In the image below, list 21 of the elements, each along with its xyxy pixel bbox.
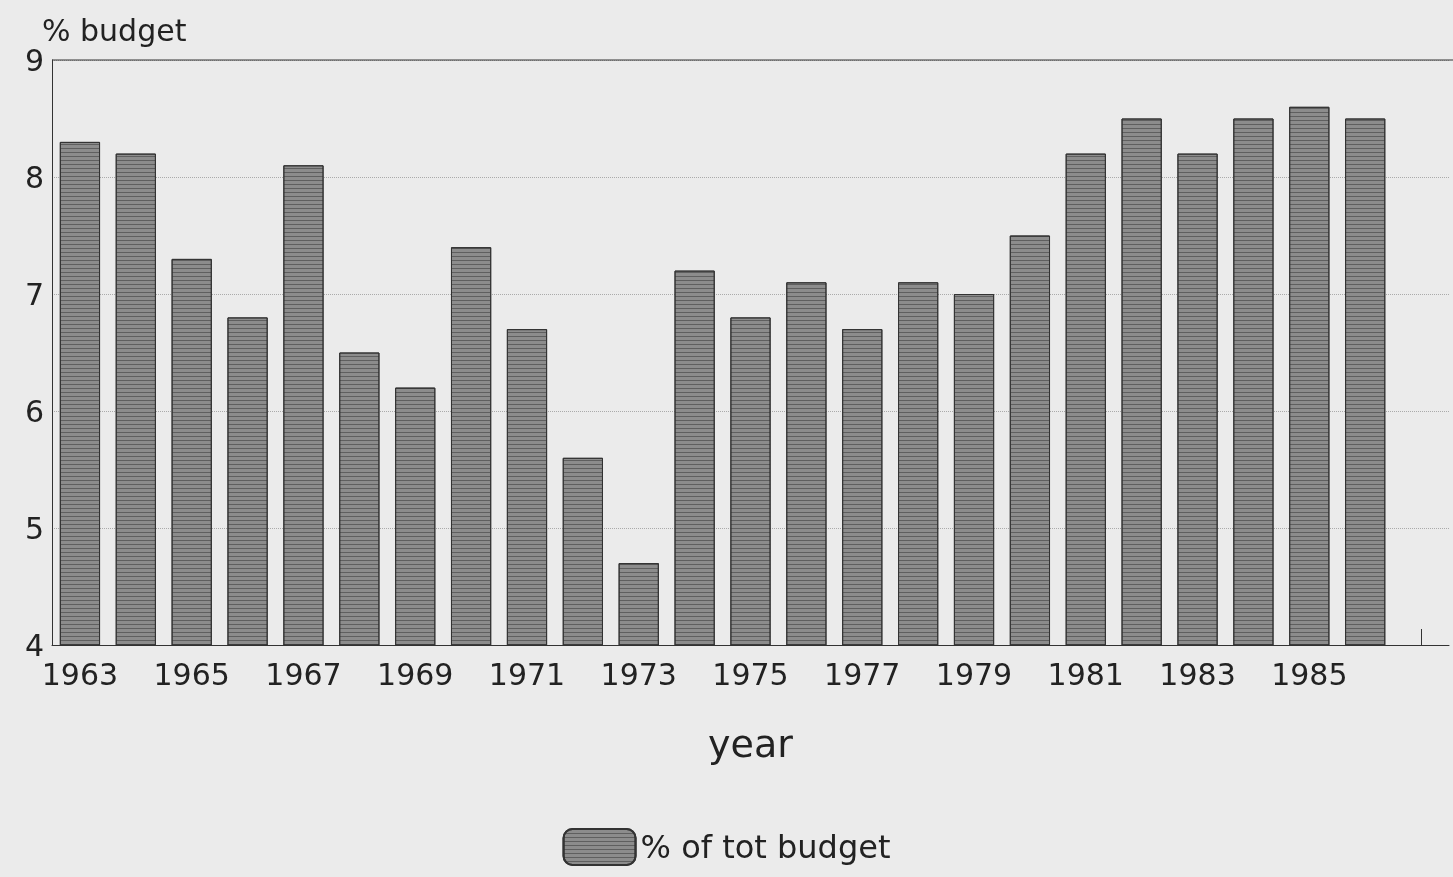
x-tick-label: 1983 (1159, 656, 1236, 692)
y-tick-label: 9 (24, 42, 44, 78)
x-tick-label: 1965 (153, 656, 230, 692)
x-tick-label: 1975 (712, 656, 789, 692)
x-axis-title: year (708, 722, 794, 766)
y-tick-label: 4 (24, 627, 44, 663)
y-tick-label: 8 (24, 159, 44, 195)
x-tick-label: 1973 (600, 656, 677, 692)
x-tick-label: 1963 (41, 656, 119, 692)
y-tick-label: 6 (24, 393, 44, 429)
x-tick-label: 1981 (1047, 656, 1124, 692)
x-tick-label: 1985 (1271, 656, 1348, 692)
y-axis-title: % budget (42, 12, 187, 48)
x-tick-label: 1967 (265, 656, 342, 692)
x-tick-label: 1977 (824, 656, 901, 692)
y-tick-label: 7 (24, 276, 44, 312)
legend-label: % of tot budget (640, 828, 891, 866)
x-tick-label: 1979 (935, 656, 1013, 692)
y-tick-label: 5 (24, 510, 44, 546)
x-tick-label: 1971 (488, 656, 566, 692)
x-tick-label: 1969 (377, 656, 454, 692)
